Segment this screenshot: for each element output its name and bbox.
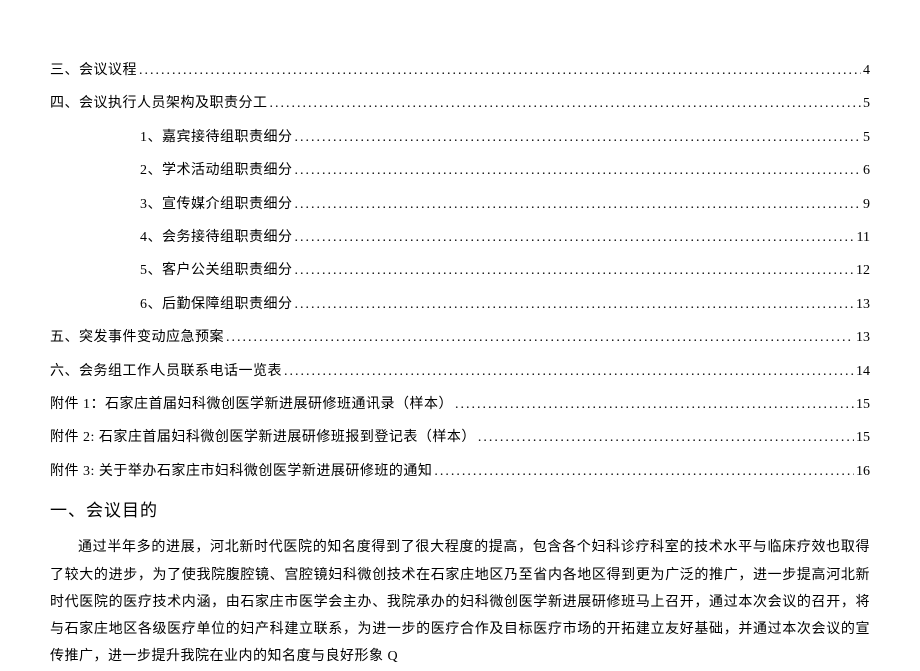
toc-label: 附件 1：石家庄首届妇科微创医学新进展研修班通讯录（样本） xyxy=(50,394,453,416)
toc-leader-dots xyxy=(455,394,854,416)
toc-entry: 5、客户公关组职责细分 12 xyxy=(50,260,870,282)
toc-leader-dots xyxy=(270,93,862,115)
toc-page-number: 11 xyxy=(857,227,870,249)
toc-page-number: 15 xyxy=(856,427,870,449)
toc-entry: 五、突发事件变动应急预案 13 xyxy=(50,327,870,349)
table-of-contents: 三、会议议程 4 四、会议执行人员架构及职责分工 5 1、嘉宾接待组职责细分 5 2、学术活… xyxy=(50,60,870,483)
toc-leader-dots xyxy=(226,327,854,349)
body-paragraph: 通过半年多的进展，河北新时代医院的知名度得到了很大程度的提高，包含各个妇科诊疗科… xyxy=(50,534,870,670)
toc-leader-dots xyxy=(478,427,854,449)
toc-entry: 附件 2: 石家庄首届妇科微创医学新进展研修班报到登记表（样本） 15 xyxy=(50,427,870,449)
toc-entry: 四、会议执行人员架构及职责分工 5 xyxy=(50,93,870,115)
toc-label: 四、会议执行人员架构及职责分工 xyxy=(50,93,268,115)
section-title: 一、会议目的 xyxy=(50,497,870,524)
toc-page-number: 12 xyxy=(856,260,870,282)
toc-leader-dots xyxy=(139,60,861,82)
toc-page-number: 14 xyxy=(856,361,870,383)
toc-label: 4、会务接待组职责细分 xyxy=(140,227,293,249)
toc-entry: 附件 3: 关于举办石家庄市妇科微创医学新进展研修班的通知 16 xyxy=(50,461,870,483)
toc-label: 1、嘉宾接待组职责细分 xyxy=(140,127,293,149)
toc-leader-dots xyxy=(295,294,855,316)
toc-entry: 六、会务组工作人员联系电话一览表 14 xyxy=(50,361,870,383)
toc-leader-dots xyxy=(295,160,862,182)
toc-label: 6、后勤保障组职责细分 xyxy=(140,294,293,316)
toc-page-number: 5 xyxy=(863,127,870,149)
toc-entry: 1、嘉宾接待组职责细分 5 xyxy=(50,127,870,149)
toc-label: 三、会议议程 xyxy=(50,60,137,82)
toc-page-number: 15 xyxy=(856,394,870,416)
toc-entry: 2、学术活动组职责细分 6 xyxy=(50,160,870,182)
toc-entry: 6、后勤保障组职责细分 13 xyxy=(50,294,870,316)
toc-leader-dots xyxy=(295,194,862,216)
toc-page-number: 16 xyxy=(856,461,870,483)
toc-page-number: 6 xyxy=(863,160,870,182)
toc-page-number: 5 xyxy=(863,93,870,115)
toc-page-number: 13 xyxy=(856,327,870,349)
toc-entry: 附件 1：石家庄首届妇科微创医学新进展研修班通讯录（样本） 15 xyxy=(50,394,870,416)
toc-label: 附件 2: 石家庄首届妇科微创医学新进展研修班报到登记表（样本） xyxy=(50,427,476,449)
toc-label: 五、突发事件变动应急预案 xyxy=(50,327,224,349)
toc-page-number: 13 xyxy=(856,294,870,316)
toc-leader-dots xyxy=(284,361,854,383)
toc-leader-dots xyxy=(295,260,855,282)
toc-page-number: 9 xyxy=(863,194,870,216)
toc-leader-dots xyxy=(295,227,855,249)
toc-label: 5、客户公关组职责细分 xyxy=(140,260,293,282)
toc-leader-dots xyxy=(434,461,854,483)
toc-entry: 3、宣传媒介组职责细分 9 xyxy=(50,194,870,216)
toc-label: 附件 3: 关于举办石家庄市妇科微创医学新进展研修班的通知 xyxy=(50,461,432,483)
toc-label: 3、宣传媒介组职责细分 xyxy=(140,194,293,216)
toc-entry: 4、会务接待组职责细分 11 xyxy=(50,227,870,249)
toc-entry: 三、会议议程 4 xyxy=(50,60,870,82)
toc-label: 六、会务组工作人员联系电话一览表 xyxy=(50,361,282,383)
toc-page-number: 4 xyxy=(863,60,870,82)
toc-leader-dots xyxy=(295,127,862,149)
toc-label: 2、学术活动组职责细分 xyxy=(140,160,293,182)
